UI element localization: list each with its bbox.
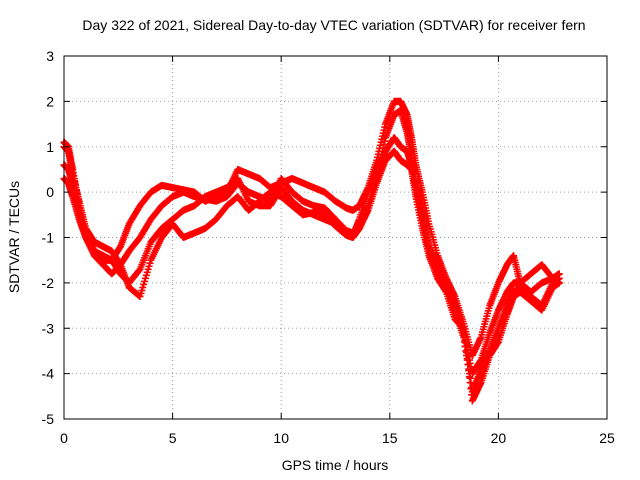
y-axis-label: SDTVAR / TECUs [6, 181, 22, 293]
series-trace-d [60, 143, 563, 405]
y-tick-label: -4 [42, 366, 55, 382]
x-axis-label: GPS time / hours [282, 457, 389, 473]
y-tick-label: 3 [46, 48, 54, 64]
x-tick-label: 15 [382, 430, 398, 446]
data-point-marker [463, 355, 471, 362]
chart-title: Day 322 of 2021, Sidereal Day-to-day VTE… [82, 17, 585, 33]
grid-lines [64, 56, 607, 419]
y-tick-label: 2 [46, 93, 54, 109]
y-tick-label: -2 [42, 275, 55, 291]
data-points [60, 97, 563, 405]
data-point-marker [460, 324, 468, 332]
data-point-marker [465, 367, 473, 375]
plot-frame [63, 55, 608, 420]
data-point-marker [463, 348, 471, 356]
axis-ticks: 0 5 10 15 20 25 -5 -4 -3 -2 -1 0 1 2 3 [42, 48, 615, 446]
y-tick-label: -1 [42, 230, 55, 246]
data-point-marker [462, 342, 470, 350]
data-point-marker [555, 279, 563, 287]
x-tick-label: 5 [169, 430, 177, 446]
y-tick-label: -3 [42, 320, 55, 336]
data-point-marker [467, 385, 475, 393]
series-trace-b [60, 106, 563, 378]
data-point-marker [461, 336, 469, 344]
y-tick-label: 0 [46, 184, 54, 200]
data-point-marker [466, 379, 474, 387]
x-tick-label: 10 [273, 430, 289, 446]
data-point-marker [460, 330, 468, 338]
data-point-marker [464, 361, 472, 369]
x-tick-label: 20 [491, 430, 507, 446]
x-tick-label: 25 [599, 430, 615, 446]
x-tick-label: 0 [60, 430, 68, 446]
y-tick-label: 1 [46, 139, 54, 155]
series-trace-a [60, 97, 563, 359]
y-tick-label: -5 [42, 411, 55, 427]
data-point-marker [465, 373, 473, 381]
